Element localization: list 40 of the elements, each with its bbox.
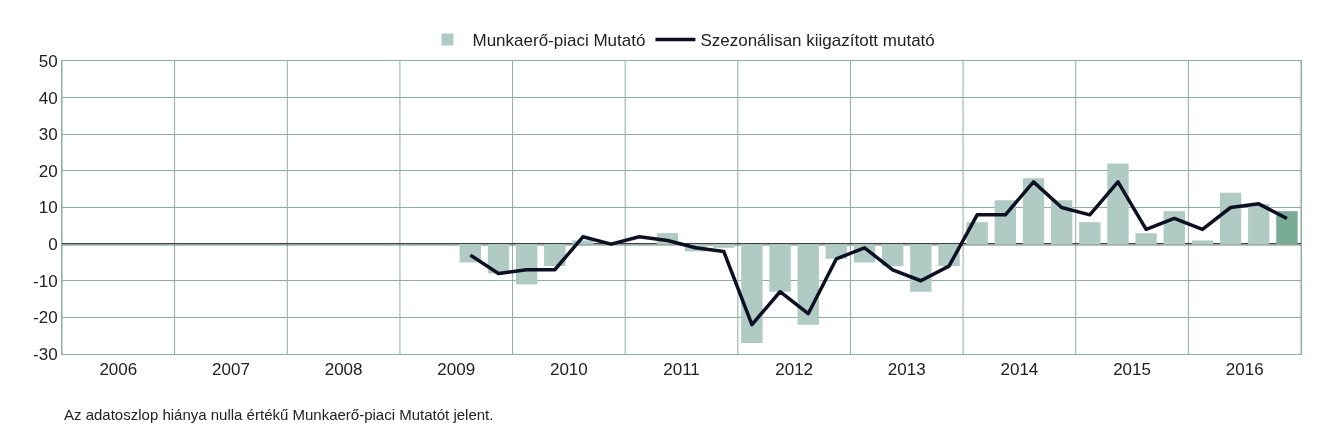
bar <box>797 244 819 325</box>
y-tick-label: 0 <box>48 235 58 255</box>
bar <box>1107 163 1129 245</box>
bar <box>881 244 904 267</box>
x-tick-label: 2013 <box>887 360 926 380</box>
y-tick-label: 30 <box>38 125 58 145</box>
y-tick-label: -10 <box>33 271 58 291</box>
bar <box>1022 178 1045 245</box>
y-tick-label: 10 <box>38 198 58 218</box>
bar <box>1050 200 1073 245</box>
y-tick-label: -30 <box>33 344 58 364</box>
y-tick-label: 40 <box>38 88 58 108</box>
bar <box>910 244 932 292</box>
x-tick-label: 2009 <box>437 360 476 380</box>
bar <box>1135 233 1157 245</box>
bar <box>1276 211 1298 245</box>
x-tick-label: 2016 <box>1225 360 1264 380</box>
text: Az adatoszlop hiánya nulla értékű Munkaerő-piaci Mutatót jelent. <box>64 406 494 423</box>
legend-label: Munkaerő-piaci Mutató <box>472 31 646 51</box>
bar <box>1191 240 1214 245</box>
bar <box>1219 192 1242 245</box>
x-tick-label: 2014 <box>1000 360 1039 380</box>
x-tick-label: 2008 <box>324 360 363 380</box>
y-tick-label: -20 <box>33 308 58 328</box>
x-tick-label: 2011 <box>663 360 700 380</box>
y-tick-label: 50 <box>38 51 58 71</box>
bar <box>769 244 791 292</box>
x-tick-label: 2015 <box>1113 360 1151 380</box>
bar <box>1079 222 1101 245</box>
legend-label: Szezonálisan kiigazított mutató <box>700 31 935 51</box>
y-tick-label: 20 <box>38 161 58 181</box>
x-tick-label: 2006 <box>99 360 138 380</box>
x-tick-label: 2012 <box>775 360 814 380</box>
bar <box>544 244 566 267</box>
x-tick-label: 2010 <box>549 360 588 380</box>
x-tick-label: 2007 <box>212 360 250 380</box>
line-series <box>468 180 1289 327</box>
bar <box>713 244 735 248</box>
bar <box>741 244 763 344</box>
bar <box>1248 203 1270 245</box>
